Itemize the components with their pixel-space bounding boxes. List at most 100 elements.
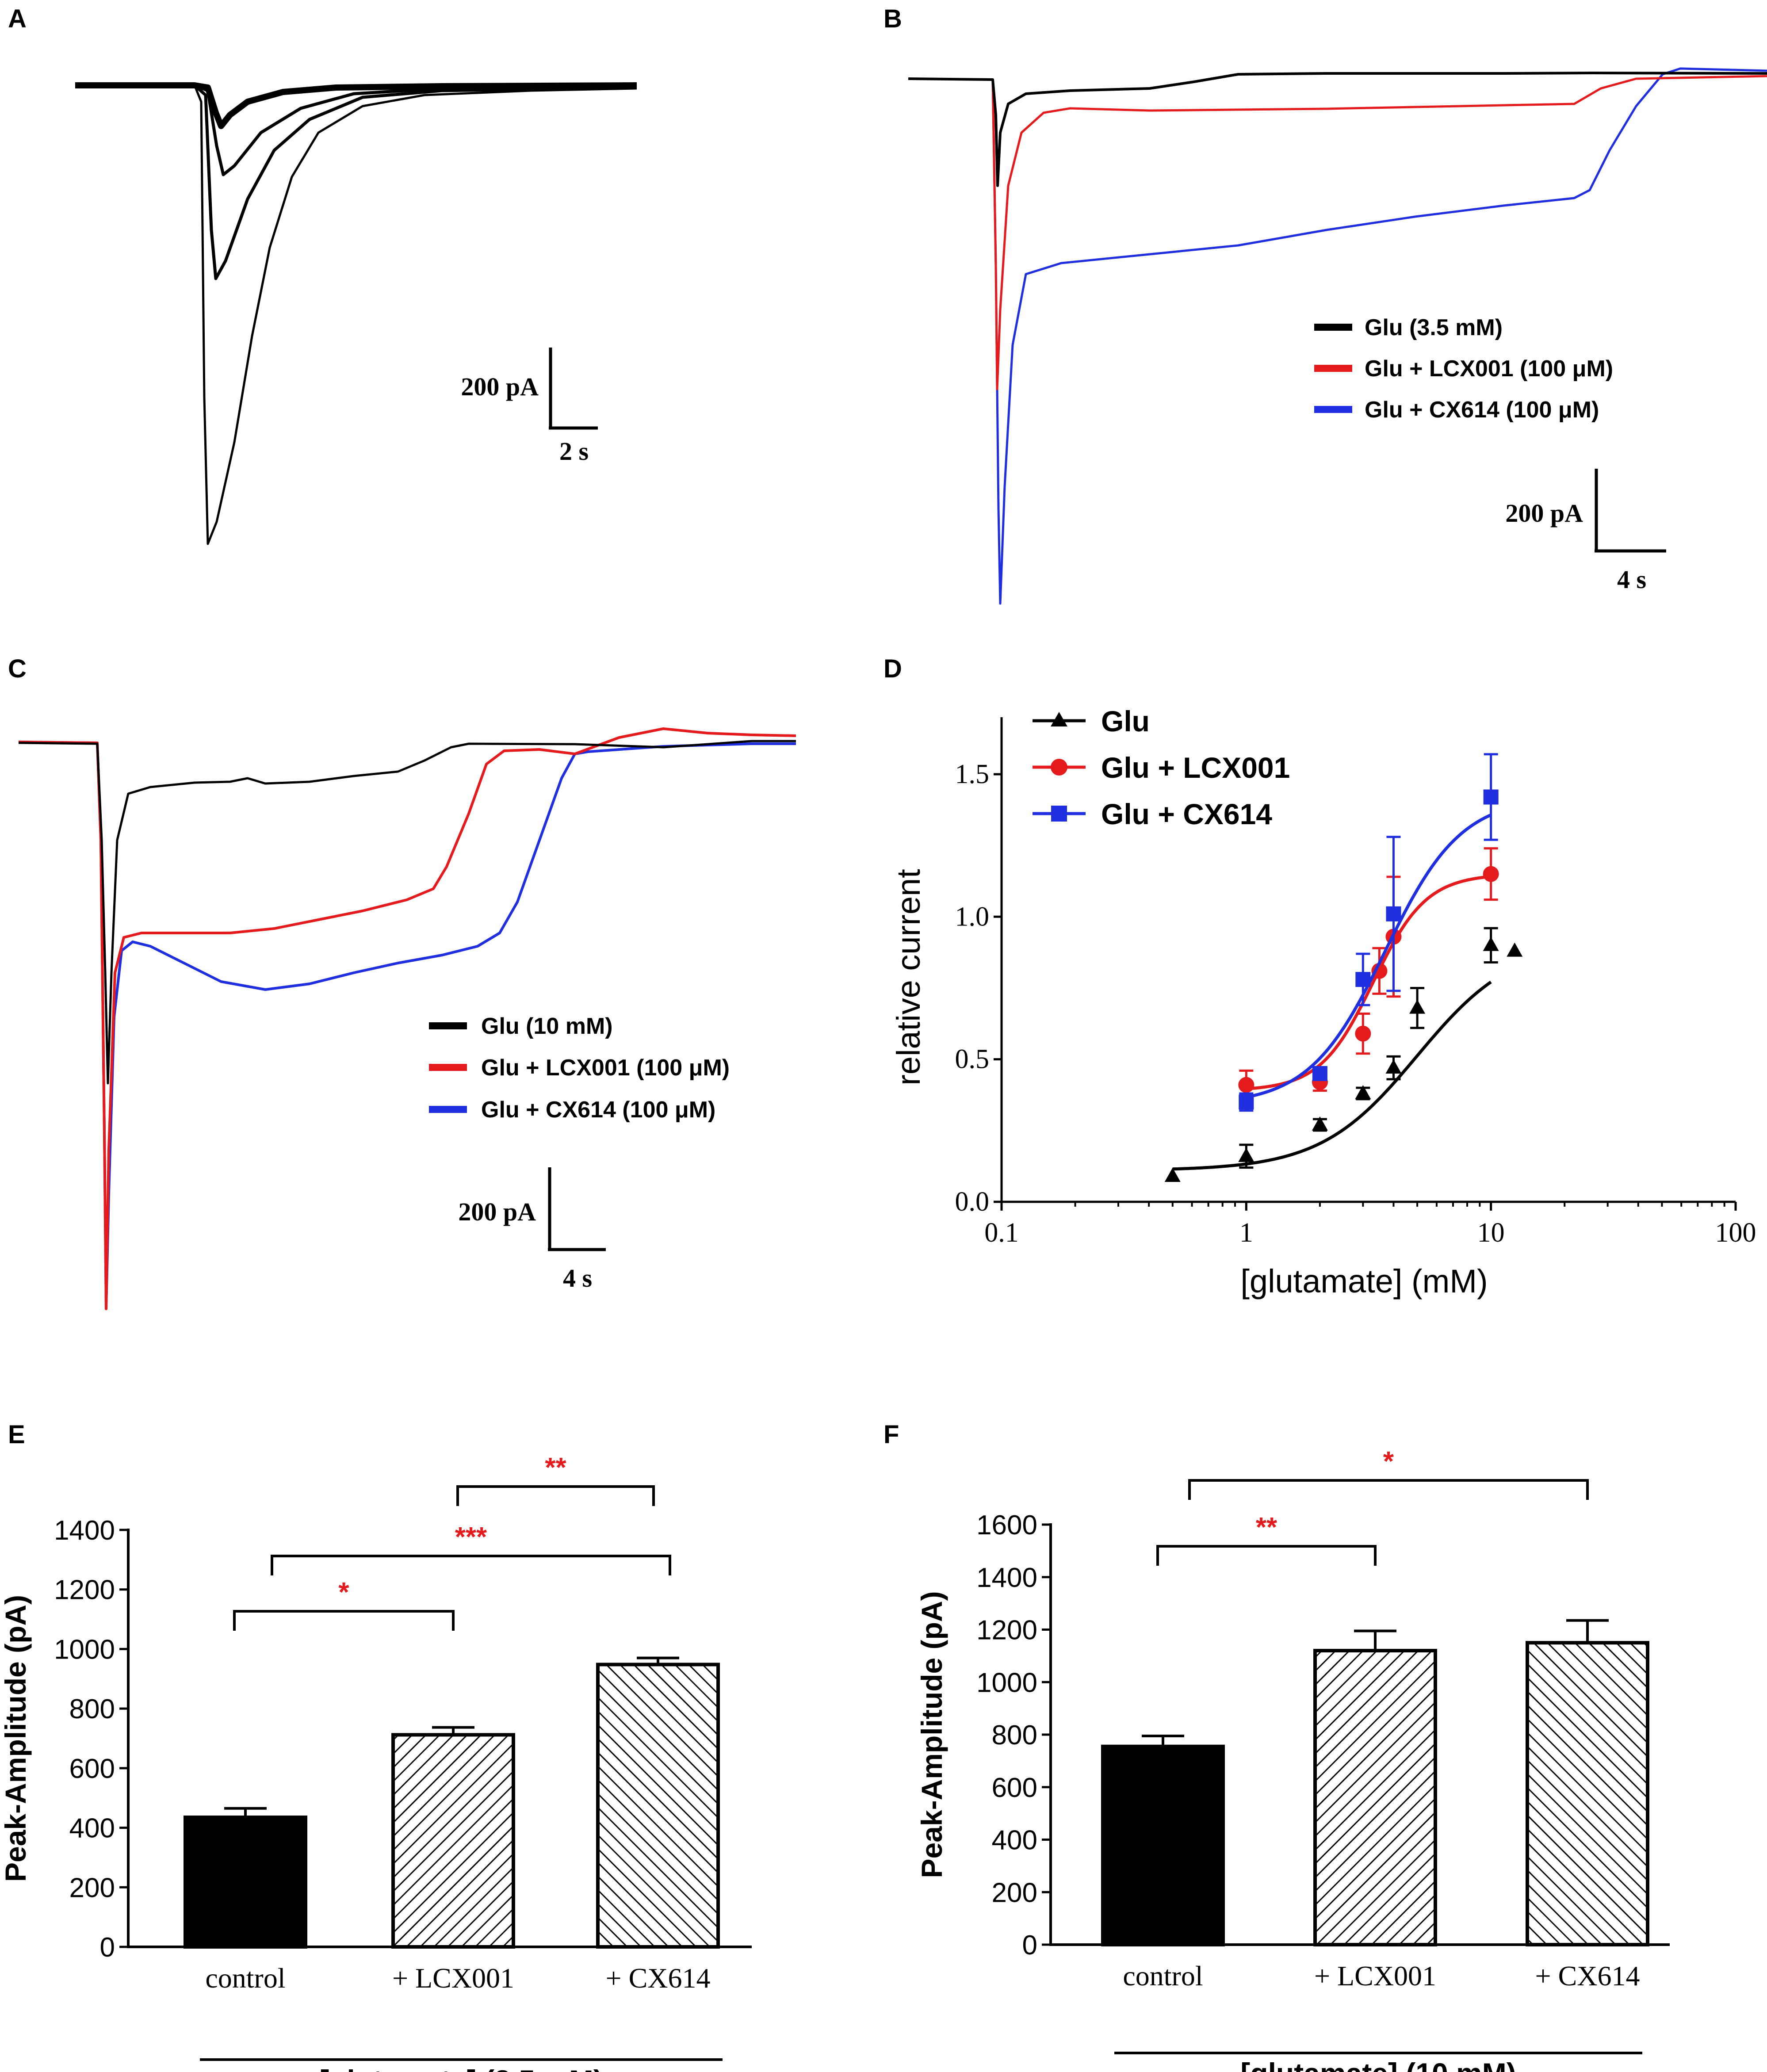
y-tick-label-f: 800 bbox=[992, 1720, 1037, 1751]
y-tick-label-d: 1.5 bbox=[955, 759, 990, 789]
data-point-1 bbox=[1238, 1077, 1254, 1093]
group-label-e: [glutamate] (3.5 mM) bbox=[319, 2064, 603, 2072]
category-label-f: + CX614 bbox=[1535, 1960, 1640, 1992]
category-label-e: control bbox=[205, 1962, 285, 1994]
y-tick-label-e: 200 bbox=[69, 1873, 115, 1903]
bar-f-2 bbox=[1526, 1641, 1649, 1946]
data-point-2 bbox=[1312, 1066, 1327, 1081]
x-axis-label-d: [glutamate] (mM) bbox=[1240, 1263, 1488, 1300]
panel-letter-f: F bbox=[884, 1420, 899, 1449]
data-point-2 bbox=[1386, 906, 1401, 921]
y-tick-label-e: 1200 bbox=[54, 1575, 115, 1606]
scale-x-a: 2 s bbox=[559, 437, 589, 466]
scale-x-b: 4 s bbox=[1617, 565, 1646, 594]
significance-bracket-e bbox=[233, 1610, 455, 1631]
significance-label-e: ** bbox=[545, 1453, 566, 1483]
y-tick-label-e: 1000 bbox=[54, 1634, 115, 1665]
data-point-2 bbox=[1483, 789, 1499, 805]
x-tick-label-d: 100 bbox=[1715, 1218, 1756, 1248]
panel-letter-e: E bbox=[8, 1420, 25, 1449]
trace-b-glu bbox=[908, 72, 1767, 187]
legend-marker-d-0 bbox=[1051, 712, 1067, 726]
significance-label-f: ** bbox=[1256, 1512, 1277, 1543]
data-point-0 bbox=[1385, 1059, 1402, 1074]
scale-bar-c bbox=[548, 1167, 606, 1251]
scale-y-a: 200 pA bbox=[461, 372, 539, 401]
scale-x-c: 4 s bbox=[563, 1264, 592, 1292]
trace-c-lcx001 bbox=[18, 727, 796, 1310]
y-tick-label-e: 600 bbox=[69, 1754, 115, 1784]
category-label-e: + CX614 bbox=[606, 1962, 711, 1994]
y-tick-label-f: 0 bbox=[1022, 1930, 1037, 1961]
data-point-0 bbox=[1409, 999, 1426, 1014]
trace-a-4 bbox=[193, 85, 637, 545]
bar-e-0 bbox=[184, 1815, 307, 1949]
panel-f: F 0 200 400 600 800 1000 1200 1400 1600 Peak-Ampl… bbox=[884, 1420, 1670, 2072]
panel-c: C Glu (10 mM) Glu + LCX001 (100 μM) Glu … bbox=[8, 654, 796, 1310]
data-point-0 bbox=[1483, 937, 1499, 951]
legend-label-d-2: Glu + CX614 bbox=[1101, 798, 1272, 830]
y-tick-label-e: 400 bbox=[69, 1813, 115, 1844]
panel-letter-d: D bbox=[884, 654, 902, 683]
y-tick-label-f: 1200 bbox=[976, 1615, 1037, 1646]
legend-label-b-1: Glu + LCX001 (100 μM) bbox=[1365, 356, 1613, 382]
legend-label-d-1: Glu + LCX001 bbox=[1101, 751, 1290, 784]
trace-a-2 bbox=[194, 84, 637, 176]
bar-f-1 bbox=[1313, 1649, 1437, 1946]
scale-y-c: 200 pA bbox=[458, 1197, 536, 1226]
panel-letter-b: B bbox=[884, 4, 902, 33]
panel-letter-a: A bbox=[8, 4, 27, 33]
legend-marker-d-1 bbox=[1051, 759, 1067, 776]
y-tick-label-f: 1000 bbox=[976, 1667, 1037, 1698]
category-label-f: control bbox=[1123, 1960, 1203, 1992]
x-tick-label-d: 10 bbox=[1477, 1218, 1505, 1248]
data-point-0 bbox=[1312, 1116, 1328, 1131]
bar-chart-e: 0 200 400 600 800 1000 1200 1400 Peak-Amplitude … bbox=[0, 1453, 752, 1994]
significance-label-e: *** bbox=[455, 1522, 487, 1552]
category-label-f: + LCX001 bbox=[1314, 1960, 1436, 1992]
y-tick-label-f: 200 bbox=[992, 1877, 1037, 1908]
bar-f-0 bbox=[1101, 1744, 1225, 1946]
dose-response-chart: 0.0 0.5 1.0 1.5 0.1 1 10 100 [glutamate] (mM) rel… bbox=[890, 705, 1756, 1300]
fit-curve-0 bbox=[1172, 981, 1492, 1171]
data-point-2 bbox=[1355, 972, 1371, 987]
scale-bar-b bbox=[1595, 469, 1666, 553]
trace-c-cx614 bbox=[18, 741, 796, 1310]
significance-bracket-f bbox=[1156, 1545, 1377, 1566]
legend-label-c-0: Glu (10 mM) bbox=[481, 1013, 613, 1039]
data-point-1 bbox=[1355, 1025, 1371, 1042]
group-label-f: [glutamate] (10 mM) bbox=[1240, 2057, 1516, 2072]
significance-bracket-e bbox=[456, 1485, 655, 1506]
y-tick-label-f: 600 bbox=[992, 1773, 1037, 1803]
y-tick-label-d: 1.0 bbox=[955, 902, 990, 932]
legend-label-d-0: Glu bbox=[1101, 705, 1150, 738]
scale-y-b: 200 pA bbox=[1505, 499, 1583, 528]
y-tick-label-d: 0.5 bbox=[955, 1044, 990, 1074]
panel-a: A 200 pA 2 s bbox=[8, 4, 637, 545]
x-tick-label-d: 1 bbox=[1239, 1218, 1253, 1248]
data-point-0 bbox=[1238, 1147, 1254, 1162]
y-tick-label-f: 1600 bbox=[976, 1510, 1037, 1541]
trace-b-lcx001 bbox=[908, 75, 1767, 390]
trace-a-3 bbox=[193, 84, 637, 280]
panel-b: B Glu (3.5 mM) Glu + LCX001 (100 μM) Glu… bbox=[884, 4, 1767, 605]
significance-bracket-e bbox=[271, 1555, 671, 1575]
data-point-1 bbox=[1371, 963, 1388, 979]
data-point-0 bbox=[1355, 1085, 1371, 1100]
trace-b-cx614 bbox=[908, 67, 1767, 605]
scale-bar-a bbox=[549, 348, 598, 430]
data-point-0 bbox=[1507, 942, 1523, 957]
legend-marker-d-2 bbox=[1051, 806, 1067, 822]
significance-label-e: * bbox=[338, 1577, 349, 1608]
trace-a-1 bbox=[75, 82, 637, 129]
category-label-e: + LCX001 bbox=[392, 1962, 514, 1994]
y-axis-label-e: Peak-Amplitude (pA) bbox=[0, 1595, 32, 1882]
bar-e-1 bbox=[391, 1733, 515, 1949]
legend-label-c-1: Glu + LCX001 (100 μM) bbox=[481, 1055, 730, 1081]
trace-c-glu bbox=[18, 740, 796, 1085]
data-point-0 bbox=[1164, 1167, 1181, 1182]
legend-label-c-2: Glu + CX614 (100 μM) bbox=[481, 1097, 715, 1123]
significance-label-f: * bbox=[1383, 1446, 1394, 1477]
bar-chart-f: 0 200 400 600 800 1000 1200 1400 1600 Peak-Amplit… bbox=[915, 1446, 1670, 1992]
